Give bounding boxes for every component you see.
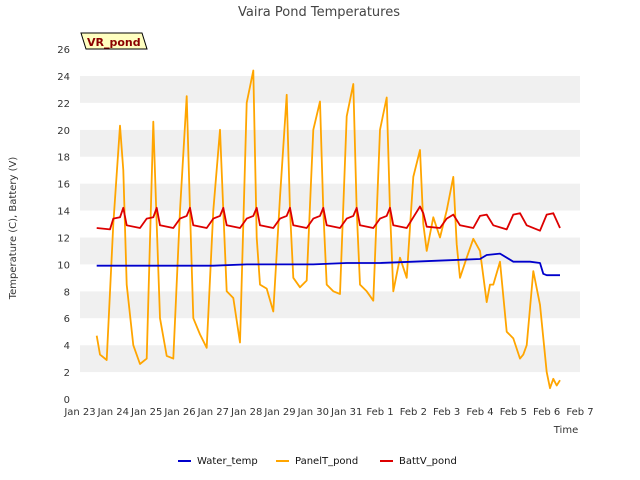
grid-band [80, 291, 580, 319]
x-tick-label: Jan 28 [230, 407, 262, 418]
x-tick-label: Feb 7 [566, 407, 593, 418]
x-tick-label: Jan 24 [97, 407, 129, 418]
legend: Water_temp PanelT_pond BattV_pond [178, 456, 457, 467]
y-tick-label: 2 [64, 368, 70, 379]
grid-band [80, 75, 580, 103]
x-tick-label: Feb 2 [400, 407, 427, 418]
y-tick-label: 24 [57, 72, 70, 83]
x-tick-label: Jan 31 [330, 407, 362, 418]
series-line-panelt-pond [95, 69, 561, 390]
grid-band [80, 156, 580, 184]
y-tick-label: 14 [57, 207, 70, 218]
x-tick-label: Feb 1 [366, 407, 393, 418]
grid-band [80, 129, 580, 157]
x-axis-label: Time [553, 425, 578, 436]
y-tick-label: 22 [57, 99, 70, 110]
series-line-water-temp [96, 252, 560, 277]
y-tick-label: 20 [57, 126, 70, 137]
y-axis-label: Temperature (C), Battery (V) [8, 157, 19, 301]
chart-title: Vaira Pond Temperatures [238, 5, 400, 20]
y-tick-label: 12 [57, 233, 70, 244]
x-tick-label: Feb 5 [500, 407, 527, 418]
x-tick-label: Feb 4 [466, 407, 493, 418]
y-tick-label: 8 [64, 287, 70, 298]
y-tick-label: 10 [57, 260, 70, 271]
grid-band [80, 49, 580, 76]
site-tag-box [80, 32, 148, 50]
x-tick-label: Feb 3 [433, 407, 460, 418]
x-tick-label: Jan 27 [197, 407, 229, 418]
x-tick-label: Jan 23 [63, 407, 95, 418]
grid-band [80, 210, 580, 238]
y-tick-label: 18 [57, 153, 70, 164]
series-line-battv-pond [96, 205, 561, 232]
x-axis-ticks: Jan 23 Jan 24 Jan 25 Jan 26 Jan 27 Jan 28 Jan … [63, 407, 593, 418]
y-tick-label: 16 [57, 180, 70, 191]
x-tick-label: Jan 26 [163, 407, 195, 418]
y-tick-label: 26 [57, 45, 70, 56]
y-tick-label: 4 [64, 341, 70, 352]
site-tag: VR_pond [80, 32, 148, 50]
site-tag-text: VR_pond [87, 36, 141, 49]
y-tick-label: 0 [64, 395, 70, 406]
grid-band [80, 102, 580, 130]
x-tick-label: Jan 25 [130, 407, 162, 418]
legend-label: PanelT_pond [295, 456, 358, 467]
grid-band [80, 345, 580, 373]
grid-bands [80, 49, 580, 399]
series-layer [95, 69, 561, 390]
x-tick-label: Jan 29 [263, 407, 295, 418]
x-tick-label: Jan 30 [297, 407, 329, 418]
legend-label: Water_temp [197, 456, 258, 467]
grid-band [80, 183, 580, 211]
x-tick-label: Feb 6 [533, 407, 560, 418]
grid-band [80, 372, 580, 399]
y-tick-label: 6 [64, 314, 70, 325]
grid-band [80, 237, 580, 265]
legend-label: BattV_pond [399, 456, 457, 467]
